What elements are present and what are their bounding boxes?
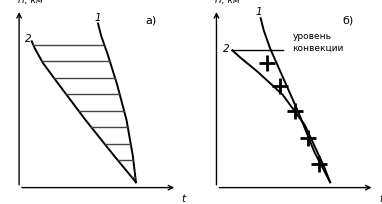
Text: t: t: [379, 193, 382, 203]
Text: 1: 1: [95, 13, 101, 23]
Text: H, км: H, км: [215, 0, 240, 5]
Text: H, км: H, км: [18, 0, 42, 5]
Text: уровень
конвекции: уровень конвекции: [292, 31, 344, 53]
Text: 1: 1: [256, 7, 262, 17]
Text: 2: 2: [223, 44, 230, 54]
Text: t: t: [182, 193, 186, 203]
Text: а): а): [146, 16, 157, 26]
Text: б): б): [343, 16, 354, 26]
Text: 2: 2: [26, 34, 32, 44]
